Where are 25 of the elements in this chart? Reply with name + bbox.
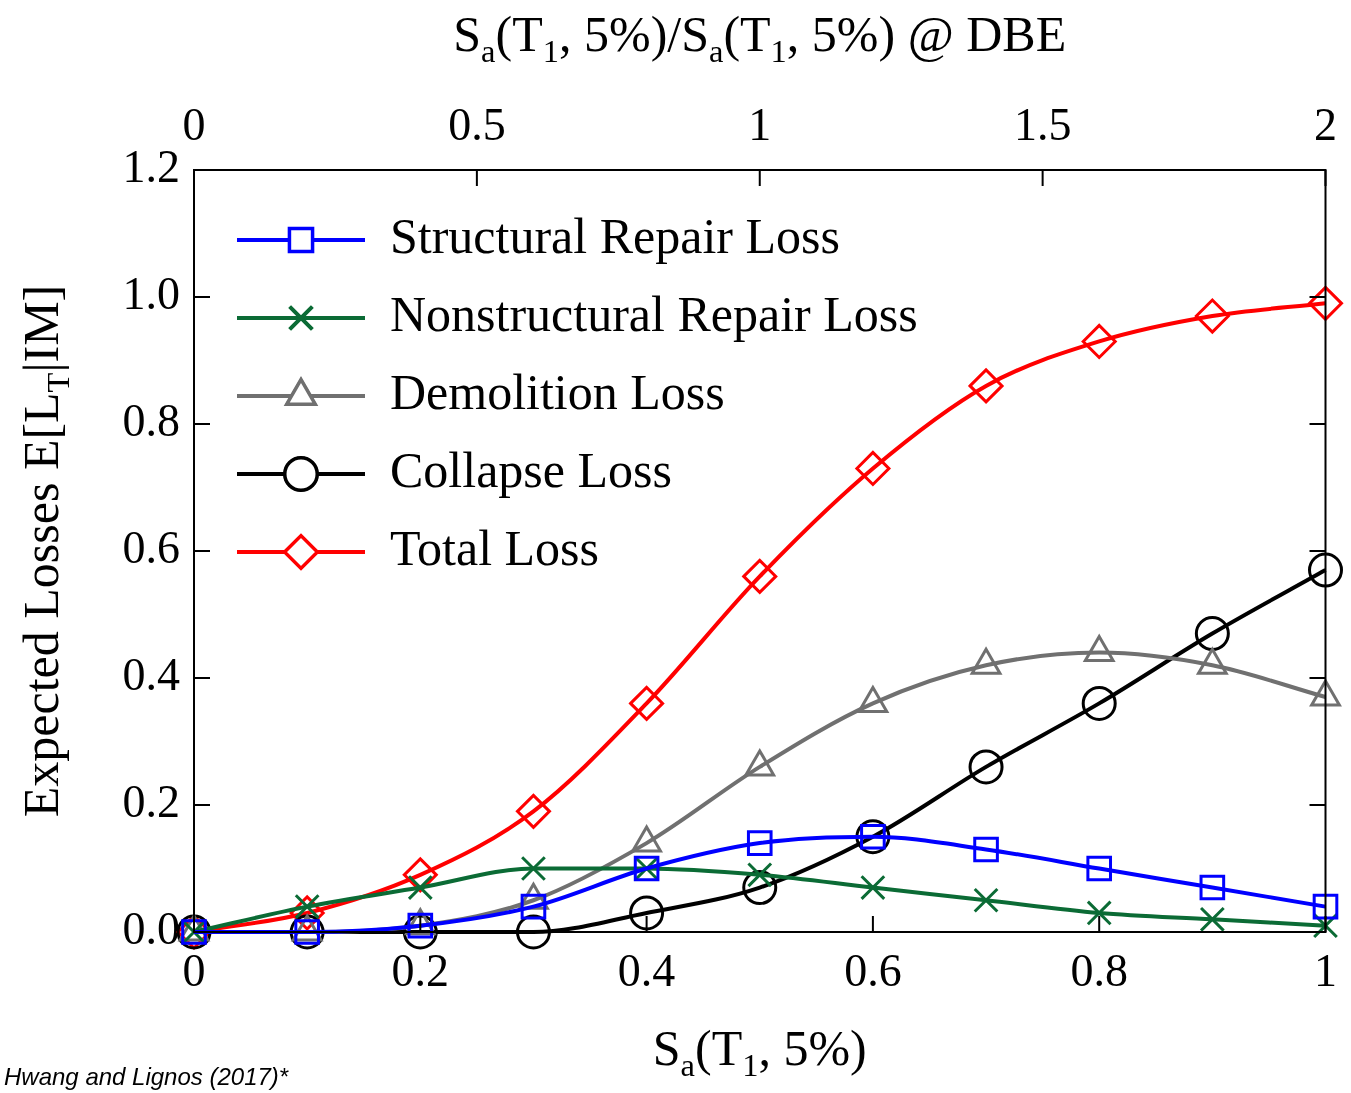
x-tick-label: 0.2 xyxy=(391,944,450,996)
legend-label: Structural Repair Loss xyxy=(390,208,840,265)
x2-tick-label: 0.5 xyxy=(448,99,506,151)
legend-label: Total Loss xyxy=(390,520,599,577)
legend-label: Collapse Loss xyxy=(390,442,672,499)
legend-label: Nonstructural Repair Loss xyxy=(390,286,918,343)
x-tick-label: 0.6 xyxy=(844,944,902,996)
y-tick-label: 0.2 xyxy=(122,776,180,828)
text: Hwang and Lignos (2017)* xyxy=(4,1062,289,1090)
x2-tick-label: 2 xyxy=(1314,99,1337,151)
x-tick-label: 0.4 xyxy=(617,944,676,996)
y-tick-label: 0.8 xyxy=(122,395,180,447)
y-tick-label: 0.6 xyxy=(122,522,180,574)
x2-tick-label: 1.5 xyxy=(1013,99,1072,151)
x2-tick-label: 1 xyxy=(748,99,772,151)
x-tick-label: 0 xyxy=(182,944,206,996)
x2-tick-label: 0 xyxy=(182,99,206,151)
y-axis-title: Expected Losses E[LT|IM] xyxy=(13,284,76,818)
x-tick-label: 0.8 xyxy=(1070,944,1128,996)
y-tick-label: 1.2 xyxy=(122,141,180,193)
y-tick-label: 0.4 xyxy=(122,649,180,701)
y-tick-label: 1.0 xyxy=(122,268,180,320)
x-tick-label: 1 xyxy=(1314,944,1337,996)
legend-label: Demolition Loss xyxy=(390,364,725,421)
y-tick-label: 0.0 xyxy=(122,903,180,955)
